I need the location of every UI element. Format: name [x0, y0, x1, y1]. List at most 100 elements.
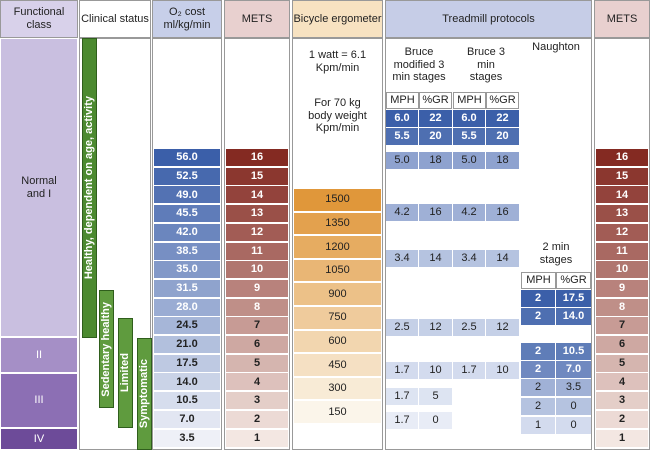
mets-cell: 1	[596, 429, 648, 447]
o2-cost-cell: 24.5	[154, 317, 220, 335]
speed-cell: 6.0	[453, 109, 486, 127]
bicycle-cell: 450	[294, 354, 381, 377]
grade-cell: 5	[419, 387, 452, 405]
bicycle-cell: 1200	[294, 236, 381, 259]
grade-cell: 12	[486, 318, 519, 336]
mets-cell: 9	[226, 279, 288, 297]
grade-cell: 20	[419, 127, 452, 145]
grade-cell: 14	[486, 249, 519, 267]
o2-cost-cell: 56.0	[154, 149, 220, 166]
functional-class: Normal and I	[0, 38, 78, 337]
header-label: O₂ cost ml/kg/min	[163, 6, 211, 31]
grade-cell: 3.5	[556, 378, 591, 396]
grade-cell: 10	[419, 361, 452, 379]
mets-cell: 12	[596, 223, 648, 241]
mets-cell: 15	[226, 167, 288, 185]
grade-cell: 18	[419, 151, 452, 169]
mets-cell: 5	[596, 354, 648, 372]
header-cell	[79, 0, 151, 38]
mets-cell: 13	[226, 205, 288, 223]
header-cell	[0, 0, 78, 38]
o2-cost-cell: 42.0	[154, 223, 220, 241]
column-header: MPH	[386, 92, 419, 109]
protocol-name: Bruce modified 3 min stages	[392, 46, 446, 84]
speed-cell: 5.5	[386, 127, 419, 145]
functional-class: IV	[0, 428, 78, 450]
header-label: Clinical status	[81, 12, 149, 25]
clinical-status-bar: Limited	[118, 318, 133, 428]
grade-cell: 16	[419, 203, 452, 221]
header-label: Treadmill protocols	[442, 12, 535, 25]
grade-cell: 17.5	[556, 289, 591, 307]
mets-cell: 4	[226, 373, 288, 391]
speed-cell: 2	[521, 360, 556, 378]
speed-cell: 1	[521, 416, 556, 434]
o2-cost-cell: 3.5	[154, 429, 220, 447]
header-cell	[152, 0, 222, 38]
mets-cell: 1	[226, 429, 288, 447]
speed-cell: 3.4	[453, 249, 486, 267]
clinical-status-bar: Healthy, dependent on age, activity	[82, 38, 97, 338]
functional-class: III	[0, 373, 78, 428]
grade-cell: 16	[486, 203, 519, 221]
mets-cell: 16	[596, 149, 648, 166]
column-header: MPH	[521, 272, 556, 289]
speed-cell: 2.5	[453, 318, 486, 336]
column-header: %GR	[556, 272, 591, 289]
speed-cell: 5.5	[453, 127, 486, 145]
bicycle-cell: 600	[294, 330, 381, 354]
o2-cost-cell: 52.5	[154, 167, 220, 185]
o2-cost-cell: 10.5	[154, 392, 220, 410]
mets-cell: 3	[596, 392, 648, 410]
speed-cell: 6.0	[386, 109, 419, 127]
speed-cell: 2	[521, 378, 556, 396]
clinical-status-bar: Sedentary healthy	[99, 290, 114, 408]
speed-cell: 4.2	[453, 203, 486, 221]
mets-cell: 16	[226, 149, 288, 166]
header-label: METS	[606, 12, 638, 25]
o2-cost-cell: 38.5	[154, 242, 220, 260]
bicycle-note: 1 watt = 6.1 Kpm/min	[308, 49, 367, 74]
bicycle-cell: 1350	[294, 212, 381, 236]
column-header: %GR	[486, 92, 519, 109]
speed-cell: 5.0	[386, 151, 419, 169]
o2-cost-cell: 17.5	[154, 354, 220, 372]
grade-cell: 14	[419, 249, 452, 267]
mets-cell: 5	[226, 354, 288, 372]
o2-cost-cell: 28.0	[154, 298, 220, 316]
speed-cell: 5.0	[453, 151, 486, 169]
grade-cell: 18	[486, 151, 519, 169]
bicycle-cell: 150	[294, 401, 381, 424]
mets-cell: 14	[596, 186, 648, 204]
o2-cost-cell: 31.5	[154, 279, 220, 297]
grade-cell: 0	[556, 397, 591, 415]
speed-cell: 2	[521, 397, 556, 415]
functional-class: II	[0, 337, 78, 373]
speed-cell: 1.7	[386, 411, 419, 429]
o2-cost-cell: 21.0	[154, 336, 220, 353]
speed-cell: 2.5	[386, 318, 419, 336]
mets-cell: 6	[596, 336, 648, 353]
stage-note: 2 min stages	[539, 241, 573, 266]
mets-cell: 7	[226, 317, 288, 335]
o2-cost-cell: 45.5	[154, 205, 220, 223]
speed-cell: 2	[521, 342, 556, 360]
mets-cell: 15	[596, 167, 648, 185]
grade-cell: 22	[486, 109, 519, 127]
header-label: Functional class	[13, 6, 65, 31]
bicycle-cell: 1500	[294, 189, 381, 212]
bicycle-cell: 300	[294, 377, 381, 401]
speed-cell: 3.4	[386, 249, 419, 267]
mets-cell: 3	[226, 392, 288, 410]
mets-cell: 7	[596, 317, 648, 335]
header-label: METS	[241, 12, 273, 25]
protocol-name: Naughton	[532, 40, 580, 53]
speed-cell: 4.2	[386, 203, 419, 221]
mets-cell: 13	[596, 205, 648, 223]
speed-cell: 1.7	[453, 361, 486, 379]
speed-cell: 2	[521, 307, 556, 325]
mets-cell: 8	[226, 298, 288, 316]
mets-cell: 11	[596, 242, 648, 260]
header-cell	[594, 0, 650, 38]
